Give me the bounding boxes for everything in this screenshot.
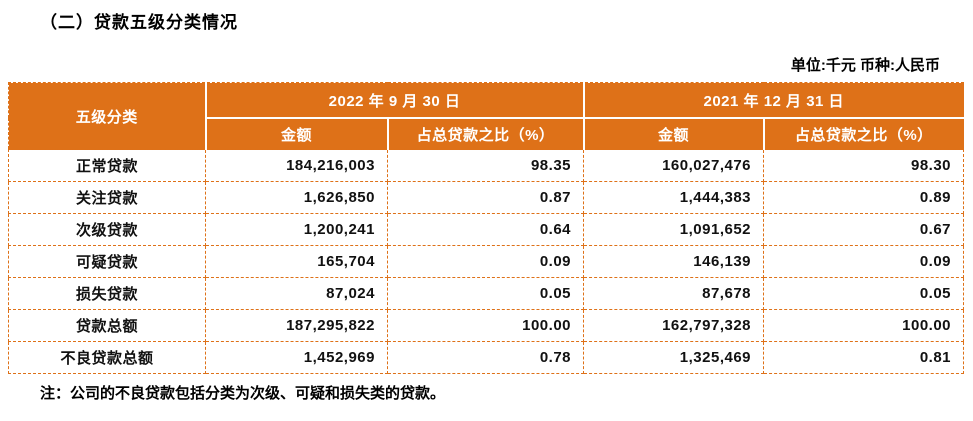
pct-2021: 0.09 [763,245,965,278]
col-header-classification: 五级分类 [8,82,207,150]
amount-2021: 87,678 [583,277,765,310]
amount-2021: 146,139 [583,245,765,278]
row-label: 正常贷款 [8,149,206,182]
pct-2021: 0.89 [763,181,965,214]
col-group-2022-09-30: 2022 年 9 月 30 日 [205,82,584,119]
pct-2021: 100.00 [763,309,965,342]
amount-2022: 187,295,822 [205,309,388,342]
report-page: （二）贷款五级分类情况 单位:千元 币种:人民币 五级分类 2022 年 9 月… [0,12,973,404]
pct-2021: 0.05 [763,277,965,310]
table-row-loss: 损失贷款 87,024 0.05 87,678 0.05 [8,277,965,310]
amount-2022: 1,200,241 [205,213,388,246]
amount-2022: 1,452,969 [205,341,388,374]
table-row-npl-total: 不良贷款总额 1,452,969 0.78 1,325,469 0.81 [8,341,965,374]
amount-2021: 1,091,652 [583,213,765,246]
table-row-normal: 正常贷款 184,216,003 98.35 160,027,476 98.30 [8,149,965,182]
pct-2021: 0.67 [763,213,965,246]
amount-2021: 162,797,328 [583,309,765,342]
col-header-pct-2021: 占总贷款之比（%） [762,118,964,150]
table-row-substandard: 次级贷款 1,200,241 0.64 1,091,652 0.67 [8,213,965,246]
amount-2021: 1,444,383 [583,181,765,214]
amount-2021: 1,325,469 [583,341,765,374]
amount-2022: 184,216,003 [205,149,388,182]
section-title: （二）贷款五级分类情况 [40,13,238,32]
row-label: 关注贷款 [8,181,206,214]
table-row-doubtful: 可疑贷款 165,704 0.09 146,139 0.09 [8,245,965,278]
table-row-special-mention: 关注贷款 1,626,850 0.87 1,444,383 0.89 [8,181,965,214]
pct-2022: 0.64 [386,213,585,246]
row-label: 可疑贷款 [8,245,206,278]
amount-2022: 87,024 [205,277,388,310]
header-row-dates: 五级分类 2022 年 9 月 30 日 2021 年 12 月 31 日 [8,82,964,150]
pct-2021: 98.30 [763,149,965,182]
row-label: 贷款总额 [8,309,206,342]
pct-2022: 98.35 [386,149,585,182]
col-group-2021-12-31: 2021 年 12 月 31 日 [582,82,964,119]
pct-2022: 0.78 [386,341,585,374]
amount-2022: 165,704 [205,245,388,278]
header-row-measures: 金额 占总贷款之比（%） 金额 占总贷款之比（%） [9,118,964,150]
loan-classification-table: 五级分类 2022 年 9 月 30 日 2021 年 12 月 31 日 金额… [8,82,965,374]
pct-2022: 0.05 [386,277,585,310]
pct-2022: 0.87 [386,181,585,214]
pct-2022: 0.09 [386,245,585,278]
col-header-pct-2022: 占总贷款之比（%） [386,118,584,150]
pct-2021: 0.81 [763,341,965,374]
pct-2022: 100.00 [386,309,585,342]
row-label: 次级贷款 [8,213,206,246]
row-label: 损失贷款 [8,277,206,310]
col-header-amount-2022: 金额 [205,118,388,150]
amount-2021: 160,027,476 [583,149,765,182]
amount-2022: 1,626,850 [205,181,388,214]
footnote: 注：公司的不良贷款包括分类为次级、可疑和损失类的贷款。 [40,385,446,402]
table-row-total-loans: 贷款总额 187,295,822 100.00 162,797,328 100.… [8,309,965,342]
row-label: 不良贷款总额 [8,341,206,374]
unit-currency-note: 单位:千元 币种:人民币 [790,57,940,74]
col-header-amount-2021: 金额 [582,118,764,150]
